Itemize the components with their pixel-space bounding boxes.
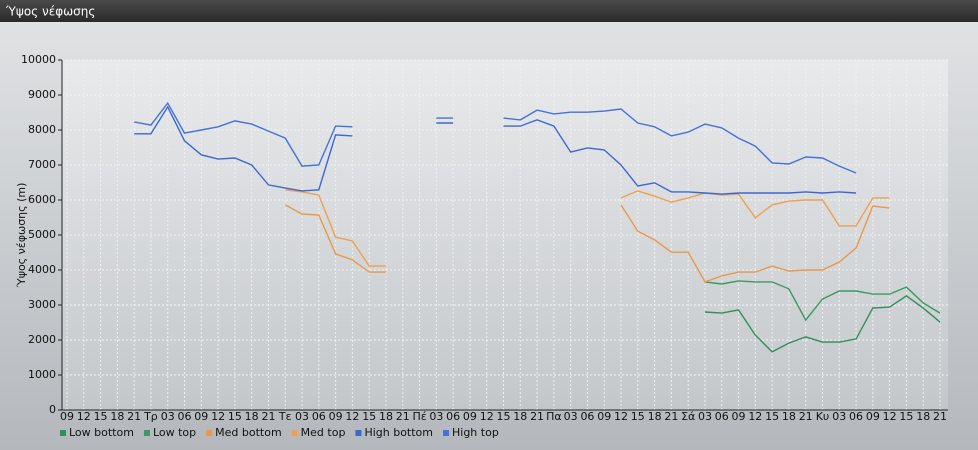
x-tick-label: 15 [228, 410, 242, 423]
y-tick-label: 6000 [28, 193, 56, 206]
series-line [284, 204, 890, 283]
y-tick-label: 2000 [28, 333, 56, 346]
x-tick-label: 15 [94, 410, 108, 423]
x-tick-label: 09 [194, 410, 208, 423]
y-tick-label: 3000 [28, 298, 56, 311]
x-tick-label: Πέ [412, 410, 426, 423]
x-tick-label: 12 [211, 410, 225, 423]
x-tick-label: 03 [161, 410, 175, 423]
x-tick-label: 21 [261, 410, 275, 423]
legend-swatch [143, 430, 150, 436]
series-line [704, 295, 941, 353]
y-tick-label: 8000 [28, 123, 56, 136]
x-tick-label: 15 [497, 410, 511, 423]
legend-swatch [355, 430, 362, 436]
legend-swatch [206, 430, 213, 436]
x-tick-label: 15 [362, 410, 376, 423]
series-line [285, 189, 890, 267]
legend-label: Med bottom [215, 426, 282, 439]
series-line [134, 101, 857, 174]
x-tick-label: 21 [664, 410, 678, 423]
x-tick-label: 03 [429, 410, 443, 423]
legend-label: High bottom [364, 426, 433, 439]
legend-swatch [60, 430, 66, 436]
x-tick-label: 21 [933, 410, 947, 423]
legend-label: High top [452, 426, 499, 439]
x-tick-label: 15 [631, 410, 645, 423]
x-tick-label: Τε [278, 410, 292, 423]
y-axis-label: Ύψος νέφωσης (m) [15, 183, 28, 289]
x-tick-label: 18 [648, 410, 662, 423]
series-line [134, 105, 857, 195]
legend-label: Low bottom [69, 426, 134, 439]
legend-label: Med top [301, 426, 346, 439]
x-tick-label: 06 [715, 410, 729, 423]
x-tick-label: 09 [732, 410, 746, 423]
x-tick-label: 18 [379, 410, 393, 423]
x-tick-label: 21 [799, 410, 813, 423]
x-tick-label: 06 [849, 410, 863, 423]
x-tick-label: 06 [446, 410, 460, 423]
legend-swatch [443, 430, 449, 436]
x-tick-label: 18 [782, 410, 796, 423]
x-tick-label: 15 [899, 410, 913, 423]
x-tick-label: 03 [295, 410, 309, 423]
x-tick-label: Πα [546, 410, 562, 423]
legend-label: Low top [153, 426, 196, 439]
series-line [704, 280, 941, 322]
x-tick-label: Κυ [816, 410, 830, 423]
x-tick-label: 12 [480, 410, 494, 423]
x-tick-label: 06 [178, 410, 192, 423]
x-tick-label: 06 [312, 410, 326, 423]
x-tick-label: 09 [597, 410, 611, 423]
x-tick-label: 03 [832, 410, 846, 423]
y-tick-label: 5000 [28, 228, 56, 241]
x-tick-label: 18 [916, 410, 930, 423]
x-tick-label: 21 [530, 410, 544, 423]
x-tick-label: 09 [866, 410, 880, 423]
x-tick-label: 15 [765, 410, 779, 423]
y-tick-label: 9000 [28, 88, 56, 101]
window-title: Ύψος νέφωσης [5, 5, 95, 19]
title-bar [0, 0, 978, 22]
x-tick-label: Σά [681, 410, 695, 423]
x-tick-label: 21 [396, 410, 410, 423]
x-tick-label: 06 [580, 410, 594, 423]
x-tick-label: 09 [463, 410, 477, 423]
y-tick-label: 10000 [21, 53, 56, 66]
x-tick-label: Τρ [143, 410, 158, 423]
legend-swatch [291, 430, 298, 436]
x-tick-label: 18 [245, 410, 259, 423]
x-tick-label: 18 [110, 410, 124, 423]
y-tick-label: 7000 [28, 158, 56, 171]
x-tick-label: 09 [329, 410, 343, 423]
x-tick-label: 12 [614, 410, 628, 423]
x-tick-label: 09 [60, 410, 74, 423]
x-tick-label: 12 [345, 410, 359, 423]
x-tick-label: 12 [77, 410, 91, 423]
y-tick-label: 1000 [28, 368, 56, 381]
y-tick-label: 4000 [28, 263, 56, 276]
x-tick-label: 12 [748, 410, 762, 423]
x-tick-label: 03 [698, 410, 712, 423]
x-tick-label: 21 [127, 410, 141, 423]
y-tick-label: 0 [49, 403, 56, 416]
x-tick-label: 03 [564, 410, 578, 423]
x-tick-label: 12 [883, 410, 897, 423]
x-tick-label: 18 [513, 410, 527, 423]
